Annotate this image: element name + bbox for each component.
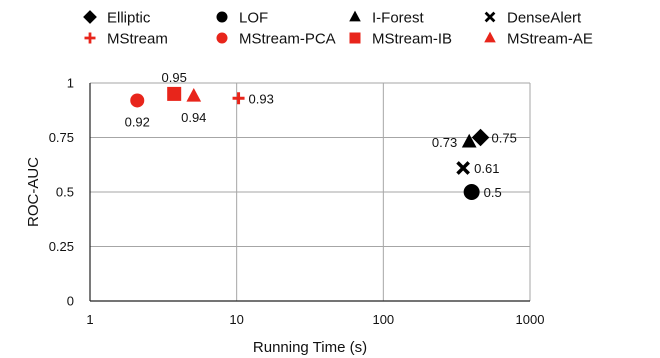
legend-label: MStream-PCA [239, 31, 336, 48]
legend-item: Elliptic [83, 10, 151, 27]
data-label: 0.75 [492, 131, 517, 146]
data-point [186, 88, 202, 102]
legend-item: LOF [216, 10, 268, 27]
data-point [130, 93, 145, 108]
legend-item: MStream-PCA [216, 31, 336, 48]
legend-label: I-Forest [372, 10, 425, 27]
x-tick-label: 100 [372, 312, 394, 327]
legend-label: LOF [239, 10, 268, 27]
legend-label: MStream-AE [507, 31, 593, 48]
triangle-legend-icon [349, 10, 361, 22]
legend-label: Elliptic [107, 10, 151, 27]
legend-item: I-Forest [349, 10, 425, 27]
data-label: 0.61 [474, 161, 499, 176]
data-label: 0.5 [484, 185, 502, 200]
legend-item: MStream-IB [349, 31, 452, 48]
data-point [167, 86, 182, 101]
data-label: 0.94 [181, 110, 206, 125]
x-legend-icon [484, 11, 496, 23]
legend-item: MStream-AE [484, 31, 593, 48]
legend-label: MStream-IB [372, 31, 452, 48]
triangle-legend-icon [484, 31, 496, 43]
legend: Elliptic LOF I-Forest DenseAlert MStream MStr… [83, 10, 593, 48]
data-label: 0.93 [249, 91, 274, 106]
x-tick-label: 10 [229, 312, 243, 327]
diamond-legend-icon [83, 10, 97, 24]
y-tick-label: 0.5 [56, 185, 74, 200]
x-axis-label: Running Time (s) [253, 339, 367, 356]
legend-label: MStream [107, 31, 168, 48]
data-point [463, 184, 480, 200]
y-tick-label: 1 [67, 76, 74, 91]
square-legend-icon [349, 32, 361, 44]
data-point [232, 92, 245, 105]
data-point [461, 133, 477, 148]
y-tick-label: 0 [67, 294, 74, 309]
legend-label: DenseAlert [507, 10, 582, 27]
data-label: 0.73 [432, 135, 457, 150]
y-axis-label: ROC-AUC [25, 157, 42, 227]
x-tick-label: 1 [86, 312, 93, 327]
y-tick-label: 0.75 [49, 130, 74, 145]
plus-legend-icon [84, 32, 96, 44]
circle-legend-icon [216, 32, 228, 44]
tick-labels: 1 10 100 1000 0 0.25 0.5 0.75 1 [49, 76, 545, 328]
x-tick-label: 1000 [516, 312, 545, 327]
axes [89, 83, 530, 302]
data-labels: 0.75 0.5 0.73 0.61 0.93 0.92 0.95 0.94 [125, 70, 517, 200]
data-label: 0.92 [125, 114, 150, 129]
legend-item: MStream [84, 31, 168, 48]
circle-legend-icon [216, 11, 228, 23]
data-points [130, 86, 490, 200]
data-label: 0.95 [162, 70, 187, 85]
data-point [456, 161, 470, 175]
y-tick-label: 0.25 [49, 239, 74, 254]
data-point [471, 128, 490, 147]
legend-item: DenseAlert [484, 10, 582, 27]
